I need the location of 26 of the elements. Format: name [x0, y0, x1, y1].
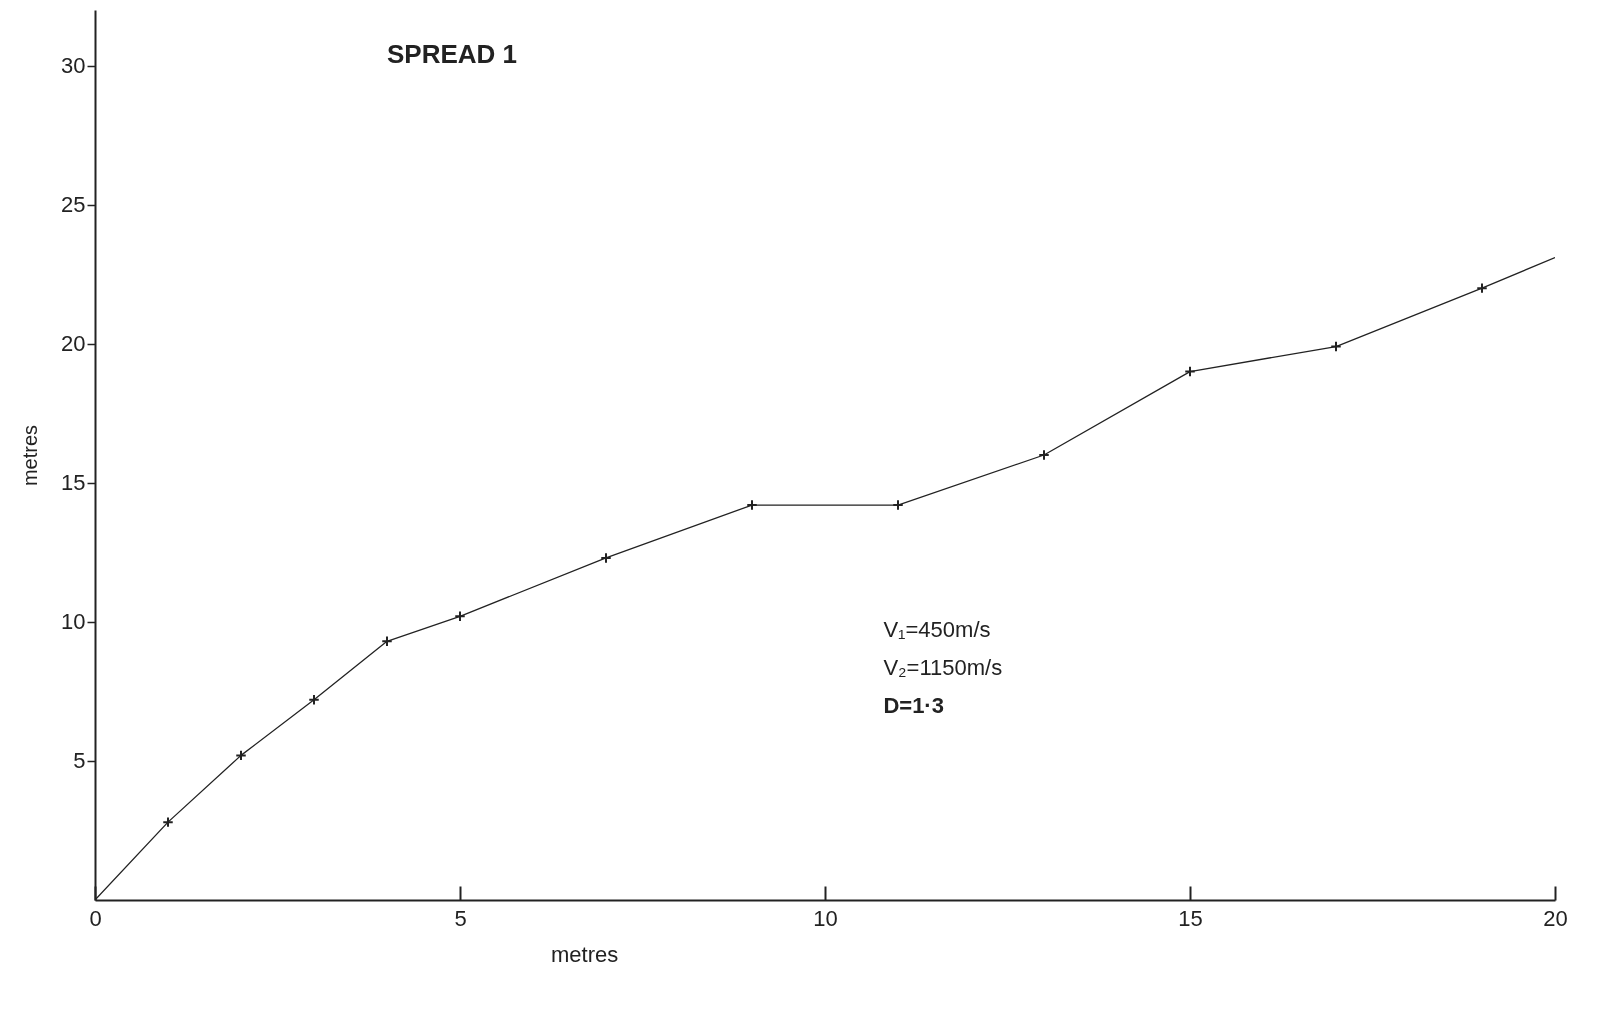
point: [1038, 449, 1050, 461]
annotation: V₁=450m/s: [883, 617, 991, 642]
point: [308, 694, 320, 706]
point: [1476, 282, 1488, 294]
y-tick-label: 20: [61, 331, 86, 357]
y-tick-label: 10: [61, 609, 86, 635]
y-tick-label: 30: [61, 53, 86, 79]
point: [1184, 365, 1196, 378]
annotation: D=1·3: [883, 693, 944, 718]
y-axis-title: metres: [19, 424, 42, 487]
y-tick-label: 15: [61, 470, 86, 496]
x-tick-label: 15: [1178, 905, 1203, 931]
point: [162, 816, 174, 828]
x-tick-label: 0: [89, 905, 102, 931]
text: SPREAD 1: [387, 39, 518, 69]
y-tick-label: 25: [61, 192, 86, 218]
point: [600, 552, 612, 564]
x-tick-label: 20: [1543, 905, 1568, 931]
x-axis-title: metres: [550, 941, 619, 967]
x-tick-label: 5: [454, 905, 467, 931]
x-tick-label: 10: [813, 905, 838, 931]
point: [1330, 340, 1342, 353]
point: [746, 499, 758, 511]
annotation: V₂=1150m/s: [883, 655, 1003, 680]
y-tick-label: 5: [73, 748, 86, 774]
point: [892, 499, 904, 511]
